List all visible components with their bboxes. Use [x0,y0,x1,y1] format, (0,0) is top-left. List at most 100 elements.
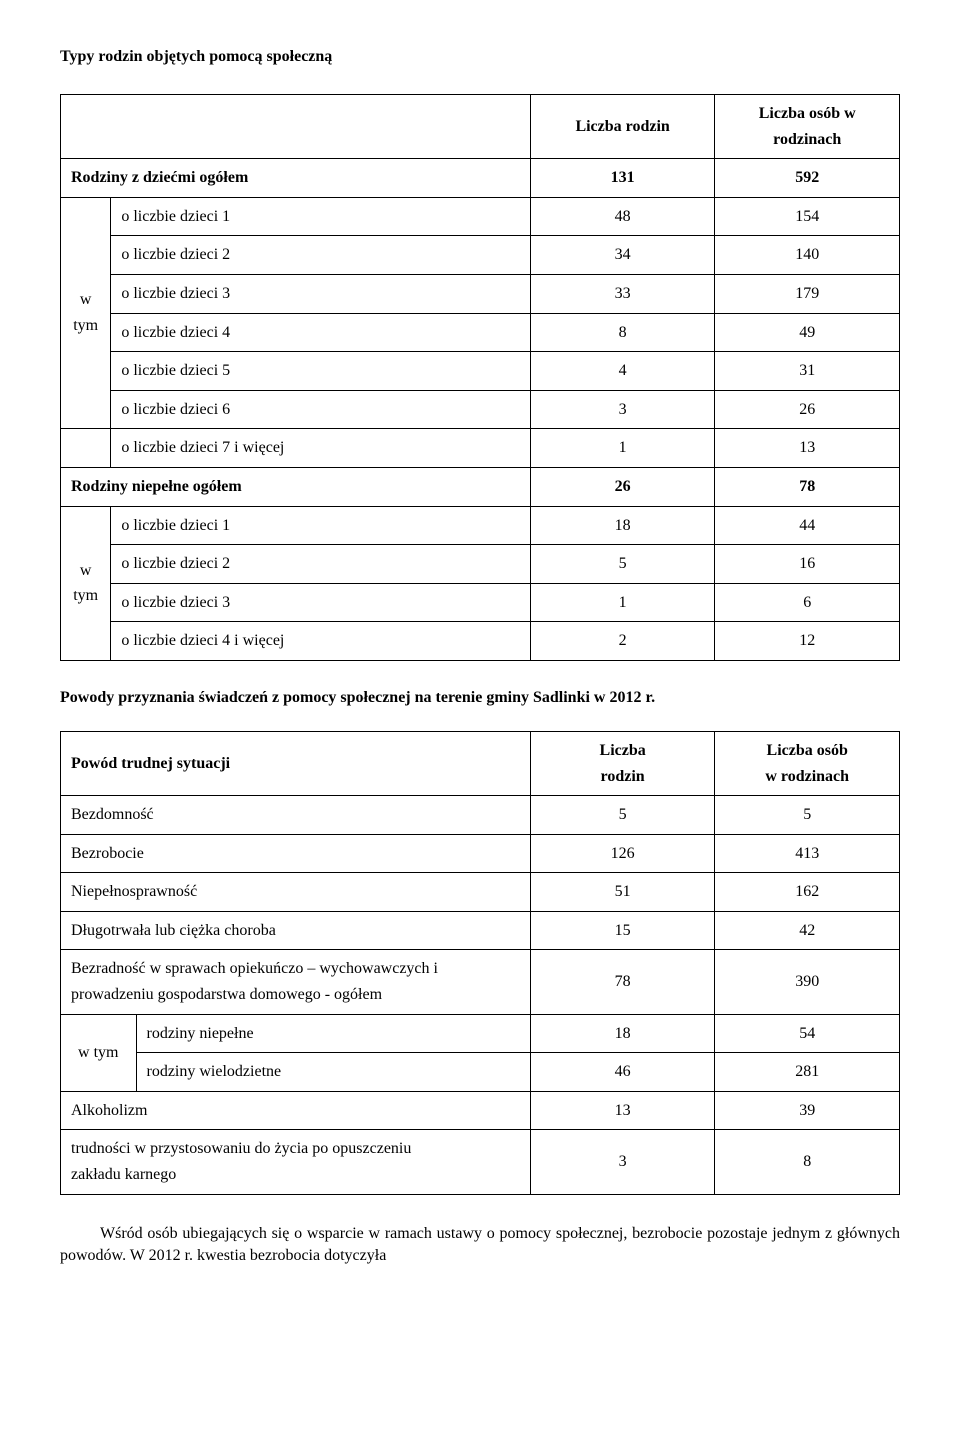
cell-v1: 1 [530,429,715,468]
table-row: o liczbie dzieci 2 5 16 [61,545,900,584]
cell-label: o liczbie dzieci 6 [111,390,531,429]
cell-v1: 34 [530,236,715,275]
cell-label: Długotrwała lub ciężka choroba [61,911,531,950]
table-row: o liczbie dzieci 4 i więcej 2 12 [61,622,900,661]
cell-v2: 26 [715,390,900,429]
table-row: o liczbie dzieci 5 4 31 [61,352,900,391]
cell-v2: 16 [715,545,900,584]
cell-v1: 51 [530,873,715,912]
header-label: Powód trudnej sytuacji [61,731,531,795]
table-row: o liczbie dzieci 6 3 26 [61,390,900,429]
cell-v1: 5 [530,796,715,835]
cell-v2: 162 [715,873,900,912]
cell-v1: 126 [530,834,715,873]
cell-label: o liczbie dzieci 1 [111,197,531,236]
cell-v1: 13 [530,1091,715,1130]
cell-v2: 390 [715,950,900,1014]
row-ogolem2-v1: 26 [530,467,715,506]
cell-label: o liczbie dzieci 7 i więcej [111,429,531,468]
header-col1-line1: Liczba [600,742,646,759]
wtym-cell-1b [61,429,111,468]
cell-label: o liczbie dzieci 1 [111,506,531,545]
cell-label: o liczbie dzieci 4 [111,313,531,352]
row-ogolem1-v2: 592 [715,159,900,198]
cell-label: o liczbie dzieci 5 [111,352,531,391]
cell-v1: 1 [530,583,715,622]
cell-label: Bezrobocie [61,834,531,873]
header-col2-line2: w rodzinach [765,768,849,785]
table-typy-rodzin: Liczba rodzin Liczba osób w rodzinach Ro… [60,94,900,661]
cell-v1: 33 [530,274,715,313]
cell-v2: 413 [715,834,900,873]
body-paragraph: Wśród osób ubiegających się o wsparcie w… [60,1223,900,1268]
header-blank-left [61,95,111,159]
cell-v1: 18 [530,1014,715,1053]
row-ogolem1-label: Rodziny z dziećmi ogółem [61,159,531,198]
bezradnosc-line2: prowadzeniu gospodarstwa domowego - ogół… [71,986,382,1003]
wtym-cell-3: w tym [61,1014,137,1091]
cell-label-bezradnosc: Bezradność w sprawach opiekuńczo – wycho… [61,950,531,1014]
cell-v2: 6 [715,583,900,622]
header-col1-line2: rodzin [601,768,645,785]
cell-v2: 281 [715,1053,900,1092]
table-row: Rodziny z dziećmi ogółem 131 592 [61,159,900,198]
cell-v2: 31 [715,352,900,391]
table-row: Długotrwała lub ciężka choroba 15 42 [61,911,900,950]
section2-title: Powody przyznania świadczeń z pomocy spo… [60,689,900,707]
cell-v2: 5 [715,796,900,835]
cell-v2: 39 [715,1091,900,1130]
cell-v2: 154 [715,197,900,236]
cell-v2: 8 [715,1130,900,1194]
cell-v1: 2 [530,622,715,661]
cell-label: Niepełnosprawność [61,873,531,912]
table-row: w tym o liczbie dzieci 1 18 44 [61,506,900,545]
cell-label: o liczbie dzieci 3 [111,583,531,622]
cell-v1: 5 [530,545,715,584]
cell-v1: 78 [530,950,715,1014]
cell-v1: 3 [530,390,715,429]
cell-v2: 49 [715,313,900,352]
cell-label: o liczbie dzieci 2 [111,545,531,584]
table-row: w tym rodziny niepełne 18 54 [61,1014,900,1053]
table-row: trudności w przystosowaniu do życia po o… [61,1130,900,1194]
wtym-cell-2: w tym [61,506,111,660]
header-col2-line1: Liczba osób [767,742,848,759]
header-col1: Liczba rodzin [530,731,715,795]
table-row: rodziny wielodzietne 46 281 [61,1053,900,1092]
table-row: o liczbie dzieci 3 33 179 [61,274,900,313]
section1-title: Typy rodzin objętych pomocą społeczną [60,48,900,66]
cell-v1: 8 [530,313,715,352]
cell-v2: 44 [715,506,900,545]
table-row: Powód trudnej sytuacji Liczba rodzin Lic… [61,731,900,795]
table-row: o liczbie dzieci 3 1 6 [61,583,900,622]
row-ogolem2-label: Rodziny niepełne ogółem [61,467,531,506]
table-row: Alkoholizm 13 39 [61,1091,900,1130]
cell-label: rodziny wielodzietne [136,1053,530,1092]
table-row: o liczbie dzieci 4 8 49 [61,313,900,352]
row-ogolem1-v1: 131 [530,159,715,198]
cell-label: o liczbie dzieci 2 [111,236,531,275]
cell-v1: 15 [530,911,715,950]
table-row: Bezradność w sprawach opiekuńczo – wycho… [61,950,900,1014]
cell-label: Alkoholizm [61,1091,531,1130]
row-ogolem2-v2: 78 [715,467,900,506]
table-row: o liczbie dzieci 2 34 140 [61,236,900,275]
cell-v2: 54 [715,1014,900,1053]
table-row: o liczbie dzieci 7 i więcej 1 13 [61,429,900,468]
table-row: Rodziny niepełne ogółem 26 78 [61,467,900,506]
cell-label: rodziny niepełne [136,1014,530,1053]
header-col2: Liczba osób w rodzinach [715,95,900,159]
cell-v2: 12 [715,622,900,661]
cell-label: o liczbie dzieci 4 i więcej [111,622,531,661]
cell-label: Bezdomność [61,796,531,835]
cell-v1: 18 [530,506,715,545]
trud-line1: trudności w przystosowaniu do życia po o… [71,1140,411,1157]
table-row: Bezrobocie 126 413 [61,834,900,873]
header-blank-label [111,95,531,159]
cell-v2: 140 [715,236,900,275]
table-powody: Powód trudnej sytuacji Liczba rodzin Lic… [60,731,900,1195]
cell-v1: 48 [530,197,715,236]
cell-v1: 46 [530,1053,715,1092]
table-row: w tym o liczbie dzieci 1 48 154 [61,197,900,236]
header-col1: Liczba rodzin [530,95,715,159]
